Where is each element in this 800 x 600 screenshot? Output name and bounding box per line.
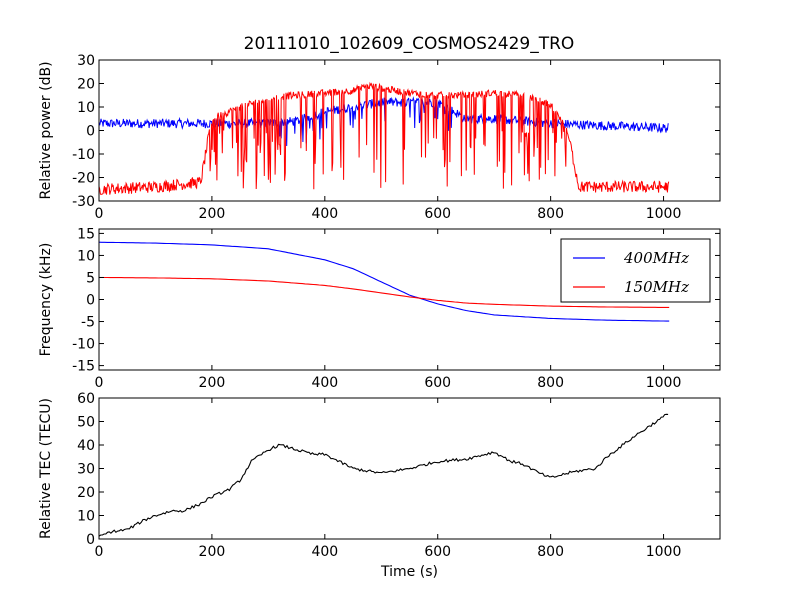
tec-xtick-label: 1000 [646,544,682,560]
frequency-ytick-label: 15 [77,226,95,242]
frequency-xtick-label: 1000 [646,375,682,391]
tec-plot-area [99,413,669,537]
tec-panel: 0 200 400 600 800 1000 60 50 40 30 20 10 0 Relative T… [38,391,721,580]
tec-ytick-label: 10 [77,509,95,525]
tec-series-0 [99,413,669,537]
power-panel: 0 200 400 600 800 1000 30 20 10 0 -10 -20 -30 Relativ… [38,53,721,222]
frequency-xtick-label: 600 [424,375,451,391]
power-series-1 [99,81,670,195]
frequency-series-150mhz [99,276,670,308]
frequency-ytick-label: -10 [72,337,95,353]
frequency-ytick-label: -5 [81,315,95,331]
power-xtick-label: 0 [95,206,104,222]
power-ylabel: Relative power (dB) [38,61,54,199]
tec-ylabel: Relative TEC (TECU) [38,398,54,539]
legend-label-150mhz: 150MHz [624,278,689,296]
frequency-panel: 0 200 400 600 800 1000 15 10 5 0 -5 -10 -15 Frequency… [38,226,721,391]
frequency-ytick-label: 5 [86,270,95,286]
power-ytick-label: -20 [72,171,95,187]
power-ytick-label: -30 [72,194,95,210]
power-xtick-label: 800 [537,206,564,222]
power-xtick-label: 1000 [646,206,682,222]
frequency-ytick-label: 0 [86,293,95,309]
tec-xtick-label: 800 [537,544,564,560]
frequency-xtick-label: 0 [95,375,104,391]
tec-ytick-label: 20 [77,485,95,501]
tec-ytick-label: 0 [86,532,95,548]
legend-label-400mhz: 400MHz [623,249,689,267]
tec-xtick-label: 400 [311,544,338,560]
tec-xtick-label: 600 [424,544,451,560]
power-plot-area [99,81,670,195]
tec-ytick-label: 50 [77,415,95,431]
frequency-ytick-label: -15 [72,359,95,375]
tec-ytick-label: 60 [77,391,95,407]
frequency-ytick-label: 10 [77,248,95,264]
tec-xtick-label: 0 [95,544,104,560]
tec-xlabel: Time (s) [380,564,438,580]
power-ytick-label: 30 [77,53,95,69]
power-xtick-label: 400 [311,206,338,222]
legend-box [560,238,711,303]
tec-ytick-label: 30 [77,462,95,478]
tec-xtick-label: 200 [199,544,226,560]
figure-title: 20111010_102609_COSMOS2429_TRO [244,34,575,54]
frequency-xtick-label: 400 [311,375,338,391]
power-ytick-label: 10 [77,100,95,116]
frequency-xtick-label: 200 [199,375,226,391]
power-xtick-label: 200 [199,206,226,222]
frequency-series-400mhz [99,241,670,322]
frequency-ylabel: Frequency (kHz) [38,243,54,357]
power-series-0 [99,96,669,147]
power-ytick-label: 20 [77,77,95,93]
power-xtick-label: 600 [424,206,451,222]
power-ytick-label: -10 [72,147,95,163]
frequency-legend: 400MHz 150MHz [560,238,711,303]
frequency-xtick-label: 800 [537,375,564,391]
tec-ytick-label: 40 [77,438,95,454]
frequency-plot-area [99,241,670,322]
power-ytick-label: 0 [86,124,95,140]
